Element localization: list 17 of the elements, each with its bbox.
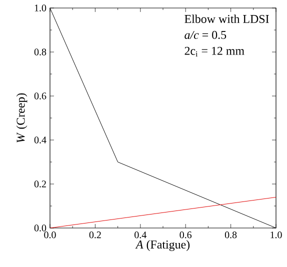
x-tick-label: 0.4 — [134, 232, 146, 238]
y-tick-label: 0.2 — [34, 180, 46, 188]
x-tick-label: 0.6 — [180, 232, 192, 238]
y-tick-label: 0.6 — [34, 92, 46, 100]
x-axis-title: A (Fatigue) — [135, 240, 190, 252]
annotation: 2c$_{i}$ = 12 mm — [184, 46, 244, 57]
x-tick-label: 0.2 — [89, 232, 101, 238]
y-tick-label: 1.0 — [34, 4, 46, 12]
y-tick-label: 0.0 — [34, 224, 46, 232]
annotation: Elbow with LDSI — [184, 14, 269, 23]
annotation: a/c = 0.5 — [184, 30, 226, 39]
x-tick-label: 1.0 — [270, 232, 282, 238]
y-tick-label: 0.8 — [34, 48, 46, 56]
x-tick-label: 0.0 — [44, 232, 56, 238]
x-tick-label: 0.8 — [224, 232, 237, 238]
y-axis-title: W (Creep) — [16, 93, 28, 142]
y-tick-label: 0.4 — [34, 136, 46, 144]
